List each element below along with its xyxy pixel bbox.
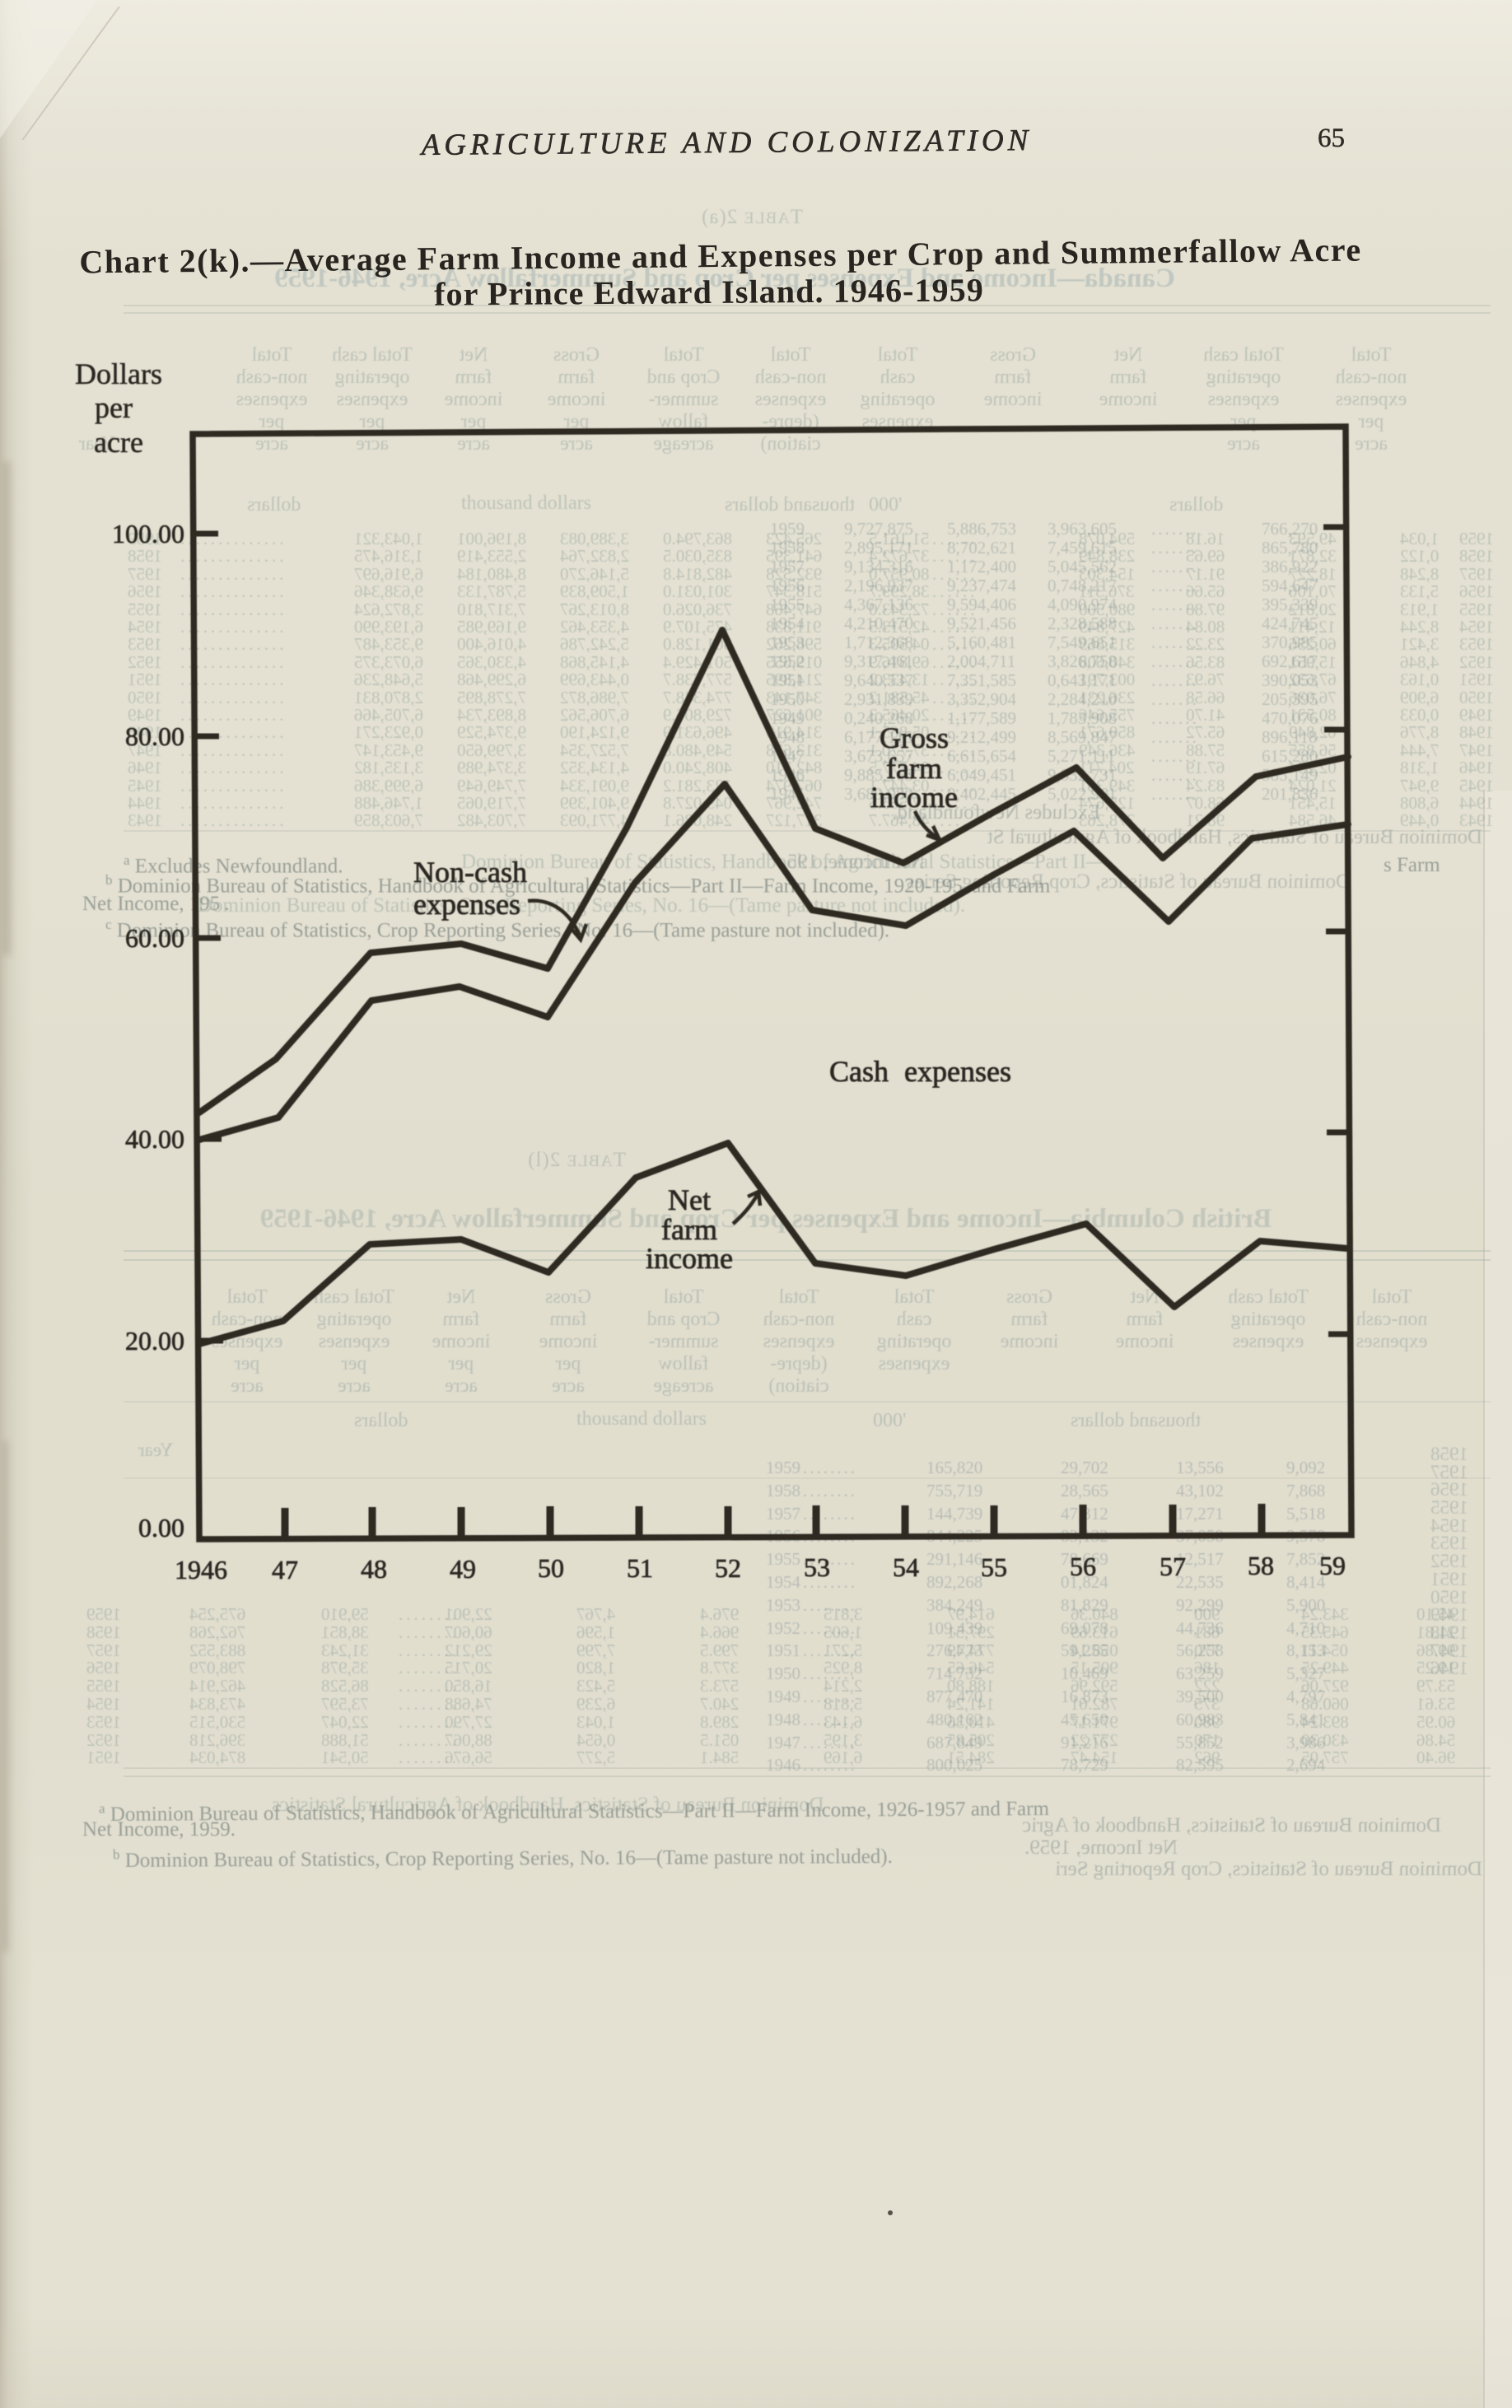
svg-text:53: 53 bbox=[804, 1552, 830, 1582]
svg-text:48: 48 bbox=[361, 1554, 387, 1584]
svg-text:income: income bbox=[870, 781, 958, 814]
svg-text:50: 50 bbox=[538, 1553, 564, 1583]
svg-text:55: 55 bbox=[981, 1552, 1007, 1582]
svg-text:farm: farm bbox=[886, 752, 942, 785]
svg-text:Net: Net bbox=[668, 1183, 711, 1216]
svg-text:0.00: 0.00 bbox=[138, 1513, 184, 1542]
svg-text:52: 52 bbox=[715, 1553, 741, 1583]
svg-text:acre: acre bbox=[94, 426, 143, 459]
svg-text:farm: farm bbox=[661, 1213, 717, 1246]
svg-text:54: 54 bbox=[893, 1552, 919, 1582]
svg-text:60.00: 60.00 bbox=[125, 923, 184, 953]
svg-text:47: 47 bbox=[272, 1555, 298, 1584]
svg-text:Gross: Gross bbox=[880, 721, 949, 754]
svg-text:49: 49 bbox=[450, 1554, 476, 1584]
svg-text:57: 57 bbox=[1160, 1552, 1186, 1581]
svg-text:58: 58 bbox=[1248, 1551, 1274, 1580]
svg-text:1946: 1946 bbox=[175, 1555, 227, 1584]
svg-text:income: income bbox=[646, 1242, 733, 1275]
svg-text:59: 59 bbox=[1319, 1551, 1346, 1580]
svg-text:Dollars: Dollars bbox=[75, 357, 162, 390]
svg-text:Non-cash: Non-cash bbox=[413, 856, 527, 889]
svg-text:40.00: 40.00 bbox=[125, 1124, 184, 1154]
svg-text:56: 56 bbox=[1070, 1552, 1096, 1581]
svg-text:expenses: expenses bbox=[413, 888, 520, 921]
svg-text:per: per bbox=[95, 391, 133, 424]
svg-text:80.00: 80.00 bbox=[125, 721, 184, 751]
svg-text:20.00: 20.00 bbox=[125, 1326, 184, 1356]
svg-text:51: 51 bbox=[627, 1553, 653, 1583]
svg-text:100.00: 100.00 bbox=[112, 519, 184, 548]
svg-text:Cash expenses: Cash expenses bbox=[829, 1055, 1011, 1088]
